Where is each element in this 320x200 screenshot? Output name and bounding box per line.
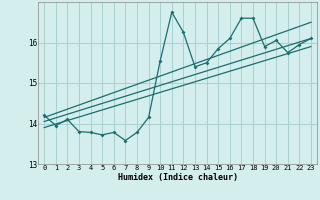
X-axis label: Humidex (Indice chaleur): Humidex (Indice chaleur): [118, 173, 238, 182]
